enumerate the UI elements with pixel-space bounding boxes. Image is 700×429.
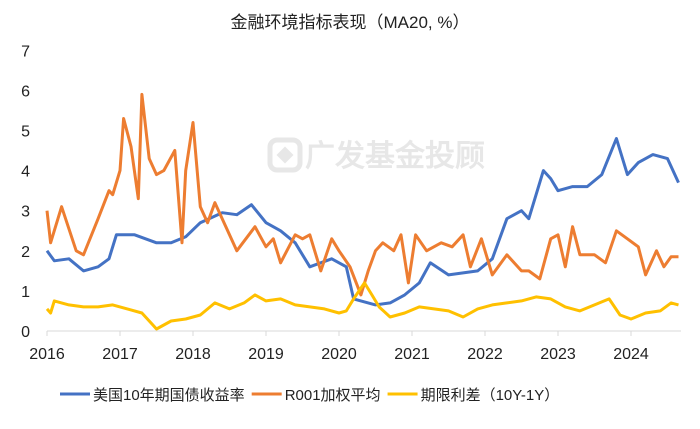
chart-title: 金融环境指标表现（MA20, %） xyxy=(231,13,470,32)
y-tick-label: 5 xyxy=(21,124,30,141)
plot-area xyxy=(45,92,680,331)
legend-label: 美国10年期国债收益率 xyxy=(93,387,245,404)
x-axis: 2016 2017 2018 2019 2020 2021 2022 2023 2024 xyxy=(29,330,681,363)
x-tick-label: 2016 xyxy=(29,346,65,363)
x-tick-label: 2023 xyxy=(540,346,576,363)
y-tick-label: 2 xyxy=(21,244,30,261)
legend: 美国10年期国债收益率 R001加权平均 期限利差（10Y-1Y） xyxy=(60,387,559,404)
x-tick-label: 2021 xyxy=(394,346,430,363)
y-tick-label: 1 xyxy=(21,284,30,301)
series-line xyxy=(45,137,680,307)
x-tick-label: 2018 xyxy=(175,346,211,363)
x-tick-label: 2022 xyxy=(467,346,503,363)
legend-label: R001加权平均 xyxy=(285,387,381,404)
y-tick-label: 6 xyxy=(21,83,30,100)
y-axis: 0 1 2 3 4 5 6 7 xyxy=(21,43,30,341)
legend-label: 期限利差（10Y-1Y） xyxy=(421,387,560,404)
x-tick-label: 2019 xyxy=(248,346,284,363)
x-tick-label: 2020 xyxy=(321,346,357,363)
svg-text:广发基金投顾: 广发基金投顾 xyxy=(305,139,485,173)
y-tick-label: 3 xyxy=(21,204,30,221)
x-tick-label: 2024 xyxy=(613,346,649,363)
y-tick-label: 0 xyxy=(21,324,30,341)
x-tick-label: 2017 xyxy=(102,346,138,363)
y-tick-label: 7 xyxy=(21,43,30,60)
series-line xyxy=(45,92,679,297)
series-line xyxy=(45,281,679,331)
watermark-logo: 广发基金投顾 xyxy=(267,137,485,173)
y-tick-label: 4 xyxy=(21,164,30,181)
